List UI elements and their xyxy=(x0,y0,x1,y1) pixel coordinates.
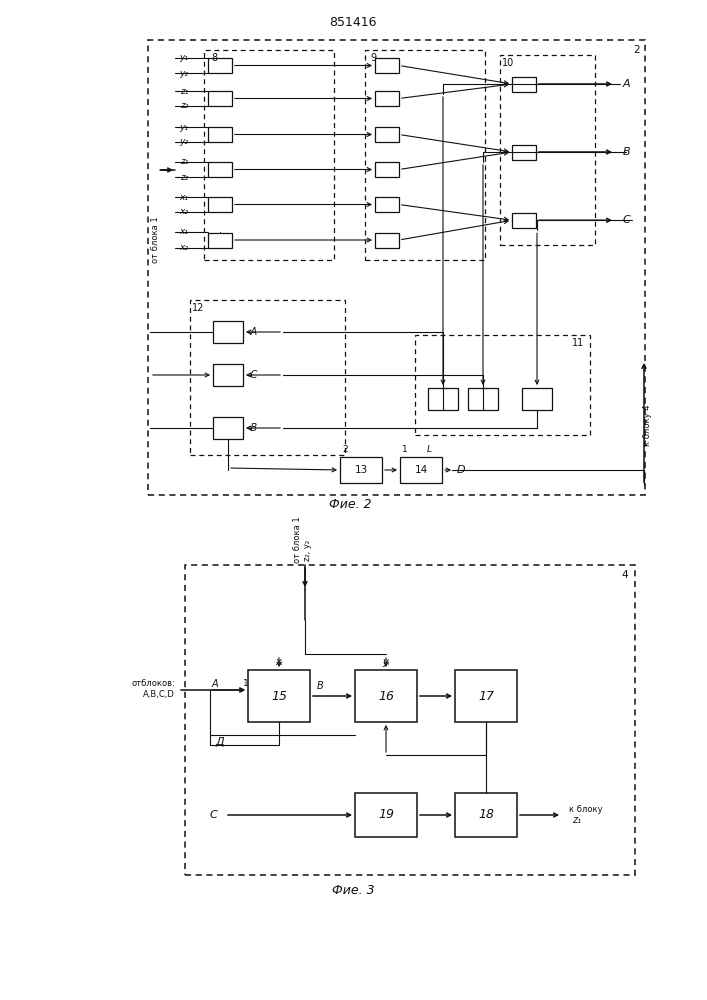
Text: y₁: y₁ xyxy=(179,122,188,131)
Text: Фие. 3: Фие. 3 xyxy=(332,884,374,896)
Bar xyxy=(512,77,536,92)
Text: yᵢ: yᵢ xyxy=(382,657,390,667)
Bar xyxy=(415,335,590,435)
Text: 10: 10 xyxy=(502,58,514,68)
Text: y₁: y₁ xyxy=(179,53,188,62)
Text: L: L xyxy=(426,446,431,454)
Text: отблоков:: отблоков: xyxy=(132,680,175,688)
Text: -B: -B xyxy=(248,423,258,433)
Bar xyxy=(375,197,399,212)
Bar xyxy=(375,162,399,177)
Bar xyxy=(500,55,595,245)
Text: z₁: z₁ xyxy=(180,157,188,166)
Bar xyxy=(355,793,417,837)
Text: -A: -A xyxy=(248,327,258,337)
Text: Фие. 2: Фие. 2 xyxy=(329,498,371,512)
Text: C: C xyxy=(623,215,631,225)
Bar xyxy=(213,321,243,343)
Text: y₂: y₂ xyxy=(179,137,188,146)
Bar xyxy=(148,40,645,495)
Bar xyxy=(428,388,458,410)
Text: A,B,C,D: A,B,C,D xyxy=(143,690,175,698)
Bar xyxy=(455,670,517,722)
Text: 1: 1 xyxy=(243,680,249,688)
Bar xyxy=(208,197,232,212)
Text: x₁: x₁ xyxy=(179,228,188,236)
Bar xyxy=(208,162,232,177)
Text: 9: 9 xyxy=(370,53,376,63)
Bar xyxy=(355,670,417,722)
Text: 851416: 851416 xyxy=(329,15,377,28)
Text: 8: 8 xyxy=(211,53,217,63)
Text: z₂: z₂ xyxy=(180,172,188,182)
Bar xyxy=(248,670,310,722)
Text: 15: 15 xyxy=(271,690,287,702)
Text: x₂: x₂ xyxy=(179,208,188,217)
Text: 2: 2 xyxy=(342,446,348,454)
Text: к блоку 4: к блоку 4 xyxy=(643,404,653,446)
Text: 11: 11 xyxy=(572,338,584,348)
Text: D: D xyxy=(457,465,466,475)
Bar xyxy=(375,232,399,247)
Text: 18: 18 xyxy=(478,808,494,822)
Bar xyxy=(375,127,399,142)
Bar xyxy=(365,50,485,260)
Bar xyxy=(512,213,536,228)
Bar xyxy=(375,91,399,106)
Text: A: A xyxy=(211,679,218,689)
Bar xyxy=(213,364,243,386)
Bar xyxy=(522,388,552,410)
Text: 16: 16 xyxy=(378,690,394,702)
Text: C: C xyxy=(210,810,218,820)
Text: A: A xyxy=(623,79,631,89)
Text: 4: 4 xyxy=(621,570,629,580)
Text: 1: 1 xyxy=(402,446,408,454)
Text: 13: 13 xyxy=(354,465,368,475)
Text: к блоку: к блоку xyxy=(569,804,602,814)
Bar xyxy=(185,565,635,875)
Text: 12: 12 xyxy=(192,303,204,313)
Text: -C: -C xyxy=(248,370,258,380)
Text: xᵢ: xᵢ xyxy=(275,657,283,667)
Bar xyxy=(204,50,334,260)
Bar xyxy=(208,91,232,106)
Text: 19: 19 xyxy=(378,808,394,822)
Text: Д: Д xyxy=(215,737,223,747)
Bar xyxy=(208,58,232,73)
Bar xyxy=(468,388,498,410)
Bar xyxy=(213,417,243,439)
Bar xyxy=(400,457,442,483)
Text: 14: 14 xyxy=(414,465,428,475)
Text: z₂: z₂ xyxy=(180,102,188,110)
Text: z₁: z₁ xyxy=(180,87,188,96)
Text: от блока 1: от блока 1 xyxy=(293,517,303,563)
Bar xyxy=(340,457,382,483)
Text: 17: 17 xyxy=(478,690,494,702)
Text: z₂, y₂: z₂, y₂ xyxy=(303,539,312,561)
Bar xyxy=(208,127,232,142)
Text: x₂: x₂ xyxy=(179,243,188,252)
Bar xyxy=(190,300,345,455)
Bar xyxy=(455,793,517,837)
Text: B: B xyxy=(623,147,631,157)
Bar xyxy=(208,232,232,247)
Text: B: B xyxy=(317,681,323,691)
Text: z₁: z₁ xyxy=(572,815,581,825)
Text: y₂: y₂ xyxy=(179,68,188,78)
Text: 2: 2 xyxy=(633,45,641,55)
Bar xyxy=(375,58,399,73)
Text: x₁: x₁ xyxy=(179,192,188,202)
Bar xyxy=(512,144,536,159)
Text: от блока 1: от блока 1 xyxy=(151,217,160,263)
